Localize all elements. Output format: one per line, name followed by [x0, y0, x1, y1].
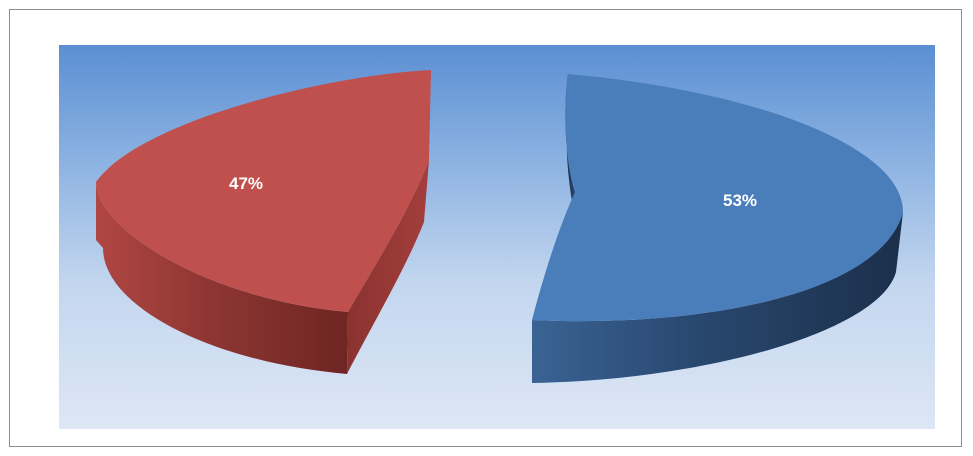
pie-slice-47-cut: [347, 160, 429, 374]
data-label-47: 47%: [229, 174, 263, 193]
data-label-53: 53%: [723, 191, 757, 210]
pie-slice-47-side: [96, 182, 348, 374]
pie-slice-53-side: [532, 212, 903, 383]
pie-slice-53-top: [532, 74, 903, 322]
pie-slice-47-top: [96, 70, 431, 312]
pie-slice-47: [96, 70, 431, 374]
pie-slice-53: [532, 74, 903, 383]
